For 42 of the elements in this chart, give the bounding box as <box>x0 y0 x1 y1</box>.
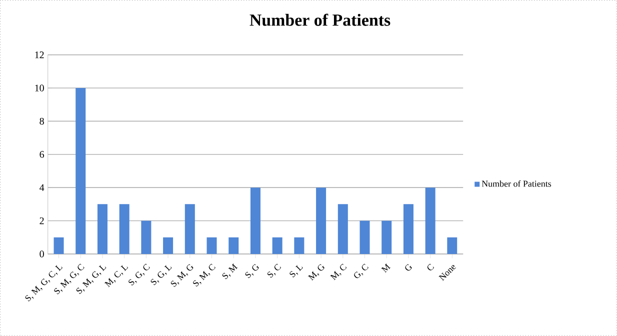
x-tick-label: S, C <box>267 264 282 278</box>
x-tick-label: C <box>427 264 434 270</box>
bar <box>447 237 458 254</box>
bar <box>184 204 195 254</box>
bar <box>272 237 282 254</box>
y-tick-label: 12 <box>35 52 44 58</box>
x-tick-label: M, G <box>308 264 324 281</box>
x-tick-label: G <box>405 264 412 271</box>
y-tick-label: 6 <box>40 151 44 158</box>
bar <box>141 220 152 254</box>
bar <box>294 237 304 254</box>
bar <box>54 237 64 254</box>
y-tick-label: 2 <box>40 218 44 224</box>
chart-title: Number of Patients <box>250 14 390 26</box>
x-tick-label: S, M <box>222 264 238 280</box>
bar <box>316 188 326 254</box>
bar <box>360 220 370 254</box>
legend-label: Number of Patients <box>482 180 552 187</box>
bar <box>76 88 86 254</box>
y-tick-label: 4 <box>40 184 44 191</box>
bar <box>250 188 260 254</box>
x-tick-label: S, L <box>290 265 303 278</box>
x-tick-label: S, G, L <box>150 265 172 286</box>
x-tick-label: S, G <box>245 264 259 278</box>
y-tick-label: 8 <box>40 118 44 125</box>
x-tick-label: M, C <box>330 264 347 280</box>
x-tick-label: S, M, C <box>193 264 216 287</box>
bar <box>119 204 130 254</box>
x-tick-label: S, G, C <box>128 264 150 286</box>
bar <box>403 204 414 254</box>
x-tick-label: S, M, G <box>170 264 194 287</box>
bar <box>382 220 392 254</box>
x-tick-label: G, C <box>354 264 368 278</box>
y-tick-label: 10 <box>35 84 44 92</box>
bar <box>206 237 217 254</box>
y-tick-label: 0 <box>40 250 44 258</box>
x-tick-label: M <box>381 263 391 273</box>
bar <box>338 204 348 254</box>
bar <box>228 237 239 254</box>
bar <box>97 204 108 254</box>
bar <box>425 188 436 254</box>
bar <box>163 237 174 254</box>
